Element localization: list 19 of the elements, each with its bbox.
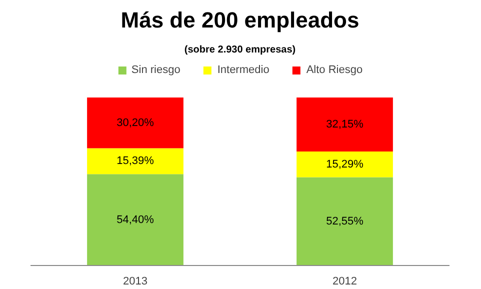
bar <box>87 97 184 148</box>
data-label: 15,39% <box>116 155 154 168</box>
data-label: 54,40% <box>116 214 154 226</box>
legend-label: Sin riesgo <box>131 64 180 76</box>
bar <box>87 148 184 174</box>
bar <box>296 97 393 152</box>
data-label: 30,20% <box>116 116 154 129</box>
bar <box>87 174 184 266</box>
bar <box>296 177 393 266</box>
chart-title: Más de 200 empleados <box>120 8 360 32</box>
legend-label: Intermedio <box>217 64 270 76</box>
x-tick-label: 2012 <box>332 276 357 288</box>
chart-subtitle: (sobre 2.930 empresas) <box>184 44 296 56</box>
x-tick-label: 2013 <box>123 276 148 288</box>
data-label: 32,15% <box>326 118 364 130</box>
bar <box>296 151 393 178</box>
data-label: 15,29% <box>326 158 364 170</box>
legend-label: Alto Riesgo <box>306 64 363 76</box>
data-label: 52,55% <box>326 215 364 228</box>
